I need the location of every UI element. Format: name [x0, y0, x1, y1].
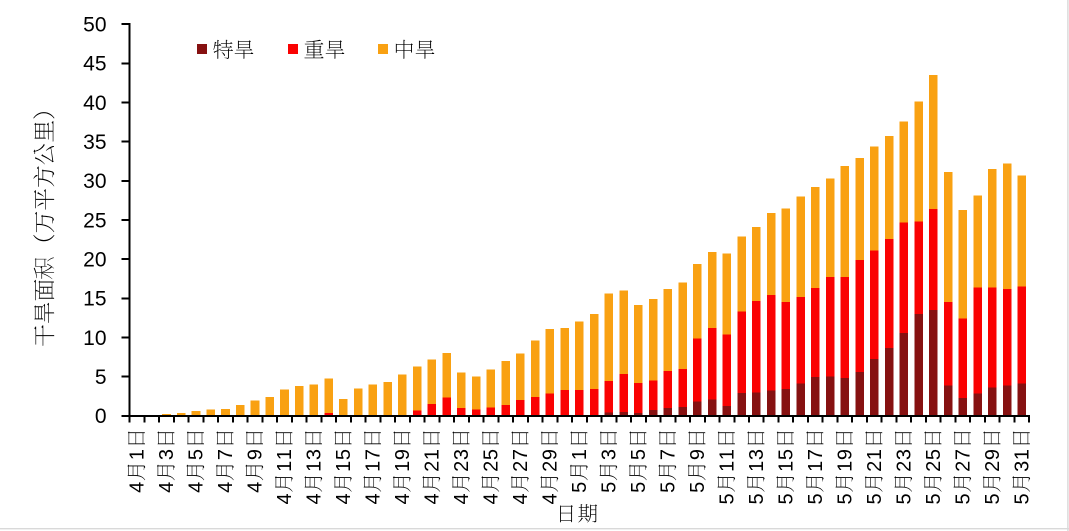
svg-text:3: 3: [304, 449, 326, 460]
svg-text:15: 15: [83, 288, 106, 311]
svg-text:4: 4: [333, 493, 355, 504]
svg-text:40: 40: [83, 92, 106, 115]
svg-text:5: 5: [569, 482, 591, 493]
svg-text:7: 7: [510, 449, 532, 460]
svg-text:1: 1: [717, 449, 739, 460]
svg-text:4: 4: [215, 482, 237, 493]
svg-text:5: 5: [717, 493, 739, 504]
svg-text:35: 35: [83, 131, 106, 154]
svg-text:50: 50: [83, 14, 106, 37]
svg-text:4: 4: [127, 482, 149, 493]
svg-text:9: 9: [687, 449, 709, 460]
svg-text:5: 5: [923, 493, 945, 504]
svg-text:2: 2: [923, 461, 945, 472]
svg-text:7: 7: [953, 449, 975, 460]
svg-text:30: 30: [83, 170, 106, 193]
svg-text:7: 7: [658, 449, 680, 460]
svg-text:9: 9: [982, 449, 1004, 460]
svg-text:1: 1: [864, 449, 886, 460]
svg-text:4: 4: [392, 493, 414, 504]
svg-text:4: 4: [304, 493, 326, 504]
svg-text:2: 2: [540, 461, 562, 472]
svg-text:2: 2: [982, 461, 1004, 472]
svg-text:2: 2: [864, 461, 886, 472]
svg-text:2: 2: [481, 461, 503, 472]
svg-text:5: 5: [628, 482, 650, 493]
svg-text:1: 1: [274, 461, 296, 472]
svg-text:2: 2: [953, 461, 975, 472]
svg-text:7: 7: [805, 449, 827, 460]
svg-text:0: 0: [95, 405, 107, 428]
svg-text:4: 4: [156, 482, 178, 493]
svg-text:25: 25: [83, 209, 106, 232]
svg-text:1: 1: [274, 449, 296, 460]
svg-text:3: 3: [599, 449, 621, 460]
svg-text:7: 7: [215, 449, 237, 460]
svg-text:1: 1: [363, 461, 385, 472]
svg-text:5: 5: [805, 493, 827, 504]
svg-text:5: 5: [776, 449, 798, 460]
svg-text:4: 4: [422, 493, 444, 504]
svg-text:1: 1: [1012, 449, 1034, 460]
svg-text:9: 9: [540, 449, 562, 460]
svg-text:5: 5: [982, 493, 1004, 504]
svg-text:5: 5: [864, 493, 886, 504]
svg-text:3: 3: [894, 449, 916, 460]
svg-text:5: 5: [894, 493, 916, 504]
svg-text:3: 3: [1012, 461, 1034, 472]
svg-text:9: 9: [392, 449, 414, 460]
svg-text:5: 5: [95, 366, 107, 389]
svg-text:4: 4: [510, 493, 532, 504]
svg-text:5: 5: [776, 493, 798, 504]
svg-text:1: 1: [333, 461, 355, 472]
svg-text:2: 2: [422, 461, 444, 472]
svg-text:9: 9: [835, 449, 857, 460]
svg-text:45: 45: [83, 53, 106, 76]
svg-text:20: 20: [83, 249, 106, 272]
svg-text:4: 4: [274, 493, 296, 504]
svg-text:1: 1: [805, 461, 827, 472]
svg-text:5: 5: [953, 493, 975, 504]
svg-text:4: 4: [186, 482, 208, 493]
svg-text:4: 4: [245, 482, 267, 493]
svg-text:5: 5: [333, 449, 355, 460]
svg-text:7: 7: [363, 449, 385, 460]
svg-text:5: 5: [1012, 493, 1034, 504]
svg-text:4: 4: [481, 493, 503, 504]
svg-text:1: 1: [422, 449, 444, 460]
svg-text:5: 5: [658, 482, 680, 493]
svg-text:2: 2: [894, 461, 916, 472]
svg-text:1: 1: [569, 449, 591, 460]
svg-text:3: 3: [451, 449, 473, 460]
svg-text:4: 4: [451, 493, 473, 504]
svg-text:3: 3: [746, 449, 768, 460]
svg-text:2: 2: [451, 461, 473, 472]
svg-text:5: 5: [599, 482, 621, 493]
svg-text:5: 5: [186, 449, 208, 460]
svg-text:1: 1: [127, 449, 149, 460]
svg-text:1: 1: [835, 461, 857, 472]
svg-text:4: 4: [540, 493, 562, 504]
svg-text:5: 5: [481, 449, 503, 460]
svg-text:5: 5: [923, 449, 945, 460]
svg-text:5: 5: [687, 482, 709, 493]
svg-text:1: 1: [717, 461, 739, 472]
svg-text:10: 10: [83, 327, 106, 350]
svg-text:1: 1: [776, 461, 798, 472]
svg-text:9: 9: [245, 449, 267, 460]
svg-text:3: 3: [156, 449, 178, 460]
svg-text:5: 5: [628, 449, 650, 460]
svg-text:4: 4: [363, 493, 385, 504]
svg-text:2: 2: [510, 461, 532, 472]
svg-text:1: 1: [392, 461, 414, 472]
svg-text:5: 5: [746, 493, 768, 504]
svg-text:5: 5: [835, 493, 857, 504]
svg-text:1: 1: [746, 461, 768, 472]
svg-text:1: 1: [304, 461, 326, 472]
